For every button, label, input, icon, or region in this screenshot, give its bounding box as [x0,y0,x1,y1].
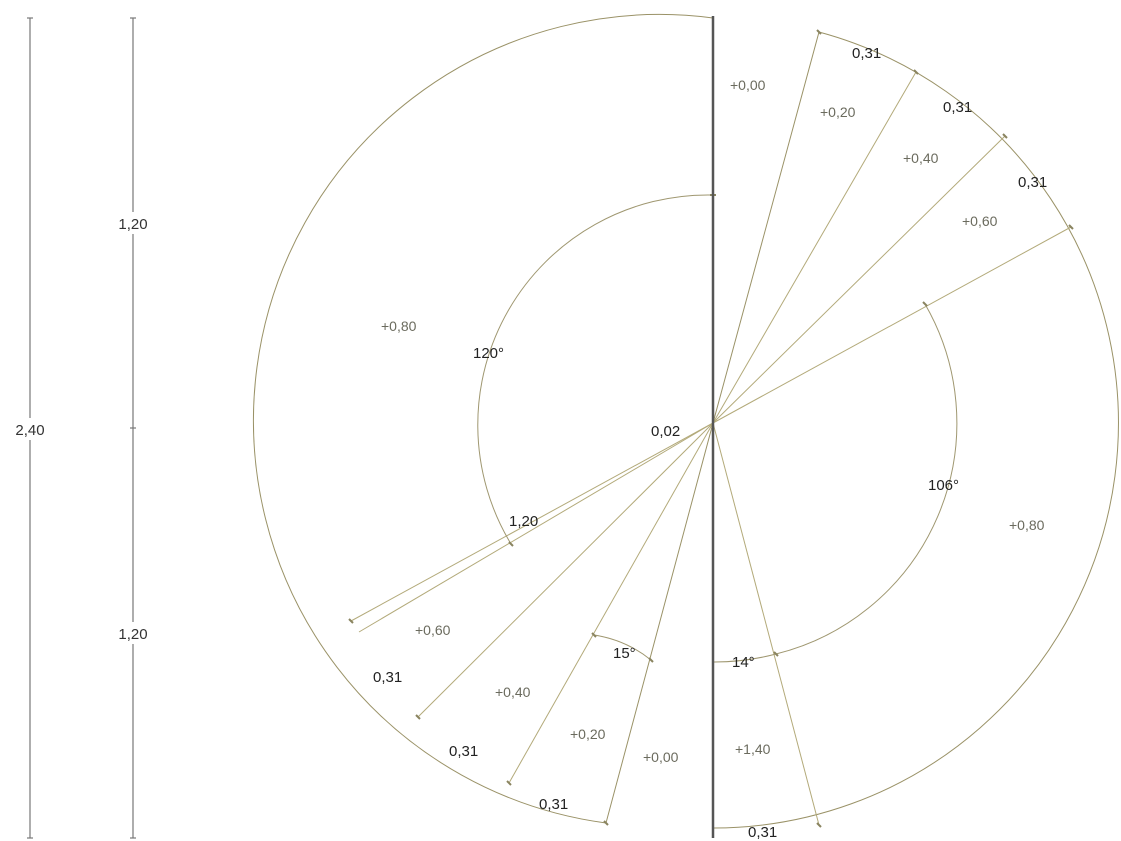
left-landing-fan [252,13,714,824]
right-step-3: +0,60 [962,213,998,229]
left-angle-arc [477,194,714,545]
angle-right-label: 106° [928,477,959,494]
top-center-level: +0,00 [730,77,766,93]
right-step-2: +0,40 [903,150,939,166]
dimension-total [8,17,54,839]
right-landing-fan [712,31,1119,829]
left-small-angle-arc [593,634,652,661]
left-step-3: +0,20 [570,726,606,742]
right-riser-1 [712,71,917,424]
tick-marks [348,29,1074,828]
bottom-center-level: +0,00 [643,749,679,765]
bottom-right-level: +1,40 [735,741,771,757]
left-riser-1 [350,422,714,622]
right-landing-level: +0,80 [1009,517,1045,533]
left-tread-2: 0,31 [449,743,478,760]
center-gap-label: 0,02 [651,423,680,440]
angle-left-label: 120° [473,345,504,362]
dimension-total-label: 2,40 [15,422,44,439]
bottom-right-tread: 0,31 [748,824,777,841]
right-riser-3 [712,226,1072,424]
dimension-lower-label: 1,20 [118,626,147,643]
left-tread-1: 0,31 [373,669,402,686]
radius-left-label: 1,20 [509,513,538,530]
left-step-2: +0,40 [495,684,531,700]
left-landing-level: +0,80 [381,318,417,334]
dimension-halves [110,17,156,839]
left-riser-4 [508,422,714,784]
angle-small-right-label: 14° [732,654,755,671]
left-riser-3 [417,422,714,718]
right-small-angle-arc [712,653,777,663]
right-riser-2 [712,135,1006,424]
dimension-upper-label: 1,20 [118,216,147,233]
right-angle-arc [775,303,958,655]
right-tread-1: 0,31 [852,45,881,62]
right-tread-3: 0,31 [1018,174,1047,191]
right-step-1: +0,20 [820,104,856,120]
left-tread-3: 0,31 [539,796,568,813]
left-step-1: +0,60 [415,622,451,638]
angle-small-left-label: 15° [613,645,636,662]
right-tread-2: 0,31 [943,99,972,116]
left-riser-2 [358,422,714,633]
right-riser-4 [712,422,820,826]
